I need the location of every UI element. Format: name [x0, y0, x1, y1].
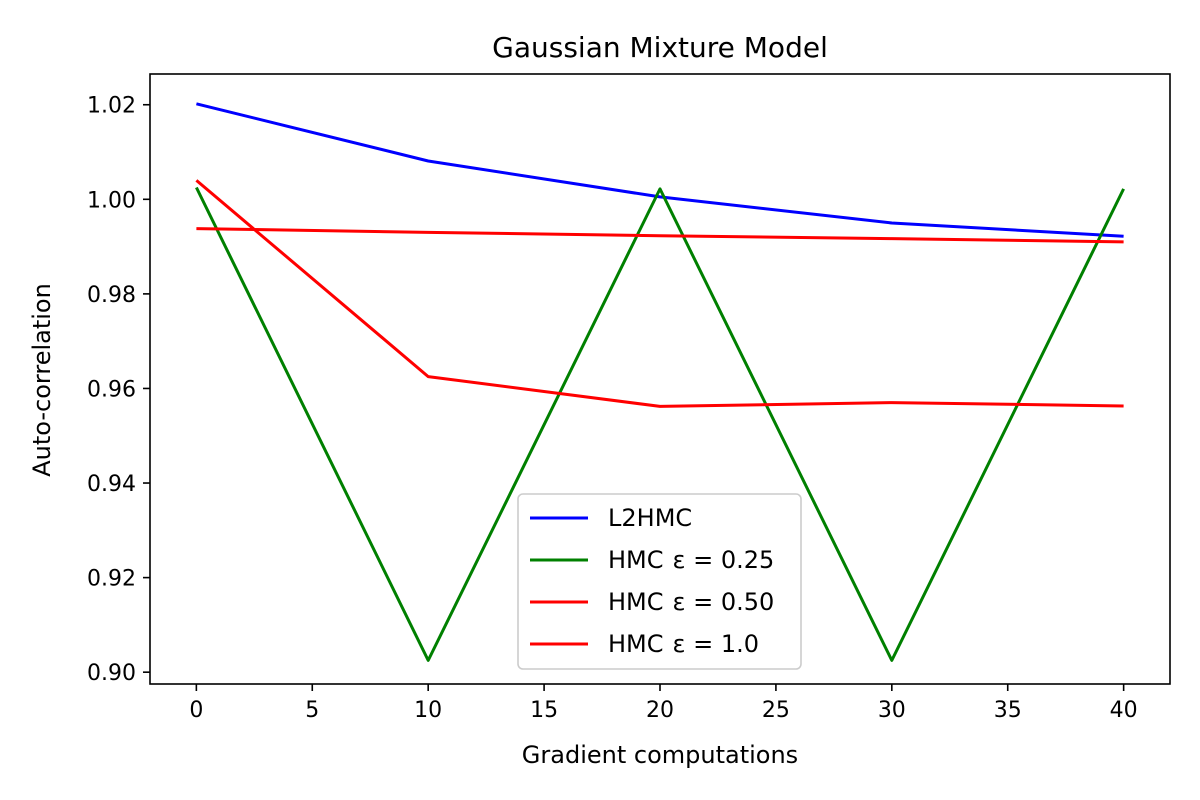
y-tick-label: 0.98: [87, 283, 136, 308]
axes: 0 5 10 15 20 25 30 35 40 0.90 0.92 0.94 0.96 0.98 1.00…: [87, 73, 1171, 723]
x-tick-label: 30: [878, 698, 906, 723]
legend-label-math: ε = 1.0: [673, 630, 760, 658]
y-tick-label: 1.00: [87, 188, 136, 213]
x-tick-label: 15: [530, 698, 558, 723]
plot-area: [195, 102, 1125, 662]
legend-label-4: HMC ε = 1.0: [608, 630, 759, 658]
x-tick-label: 25: [762, 698, 790, 723]
x-tick-label: 10: [414, 698, 442, 723]
series-line-3: [195, 179, 1124, 408]
x-tick-label: 5: [305, 698, 319, 723]
legend-label-2: HMC ε = 0.25: [608, 546, 774, 574]
series-line-1: [196, 102, 1124, 238]
legend-label-1: L2HMC: [608, 504, 692, 532]
series-line-4: [196, 227, 1124, 244]
legend: L2HMC HMC ε = 0.25 HMC ε = 0.50 HMC ε = 1.0: [517, 493, 802, 670]
legend-label-3: HMC ε = 0.50: [608, 588, 774, 616]
legend-label-prefix: HMC: [608, 630, 664, 658]
legend-label-math: ε = 0.25: [673, 546, 775, 574]
y-axis-label: Auto-correlation: [28, 283, 56, 477]
series-line-2: [195, 186, 1125, 662]
y-tick-label: 0.90: [87, 661, 136, 686]
legend-box: [517, 493, 802, 670]
legend-label-prefix: HMC: [608, 546, 664, 574]
y-tick-label: 0.94: [87, 472, 136, 497]
chart-title: Gaussian Mixture Model: [492, 31, 828, 64]
x-tick-label: 40: [1110, 698, 1138, 723]
legend-label-math: ε = 0.50: [673, 588, 775, 616]
y-tick-label: 0.92: [87, 567, 136, 592]
x-tick-label: 20: [646, 698, 674, 723]
legend-label-prefix: HMC: [608, 588, 664, 616]
y-tick-label: 1.02: [87, 94, 136, 119]
legend-label-prefix: L2HMC: [608, 504, 692, 532]
y-tick-label: 0.96: [87, 377, 136, 402]
x-tick-label: 35: [994, 698, 1022, 723]
x-axis-label: Gradient computations: [522, 741, 798, 769]
x-tick-label: 0: [189, 698, 203, 723]
